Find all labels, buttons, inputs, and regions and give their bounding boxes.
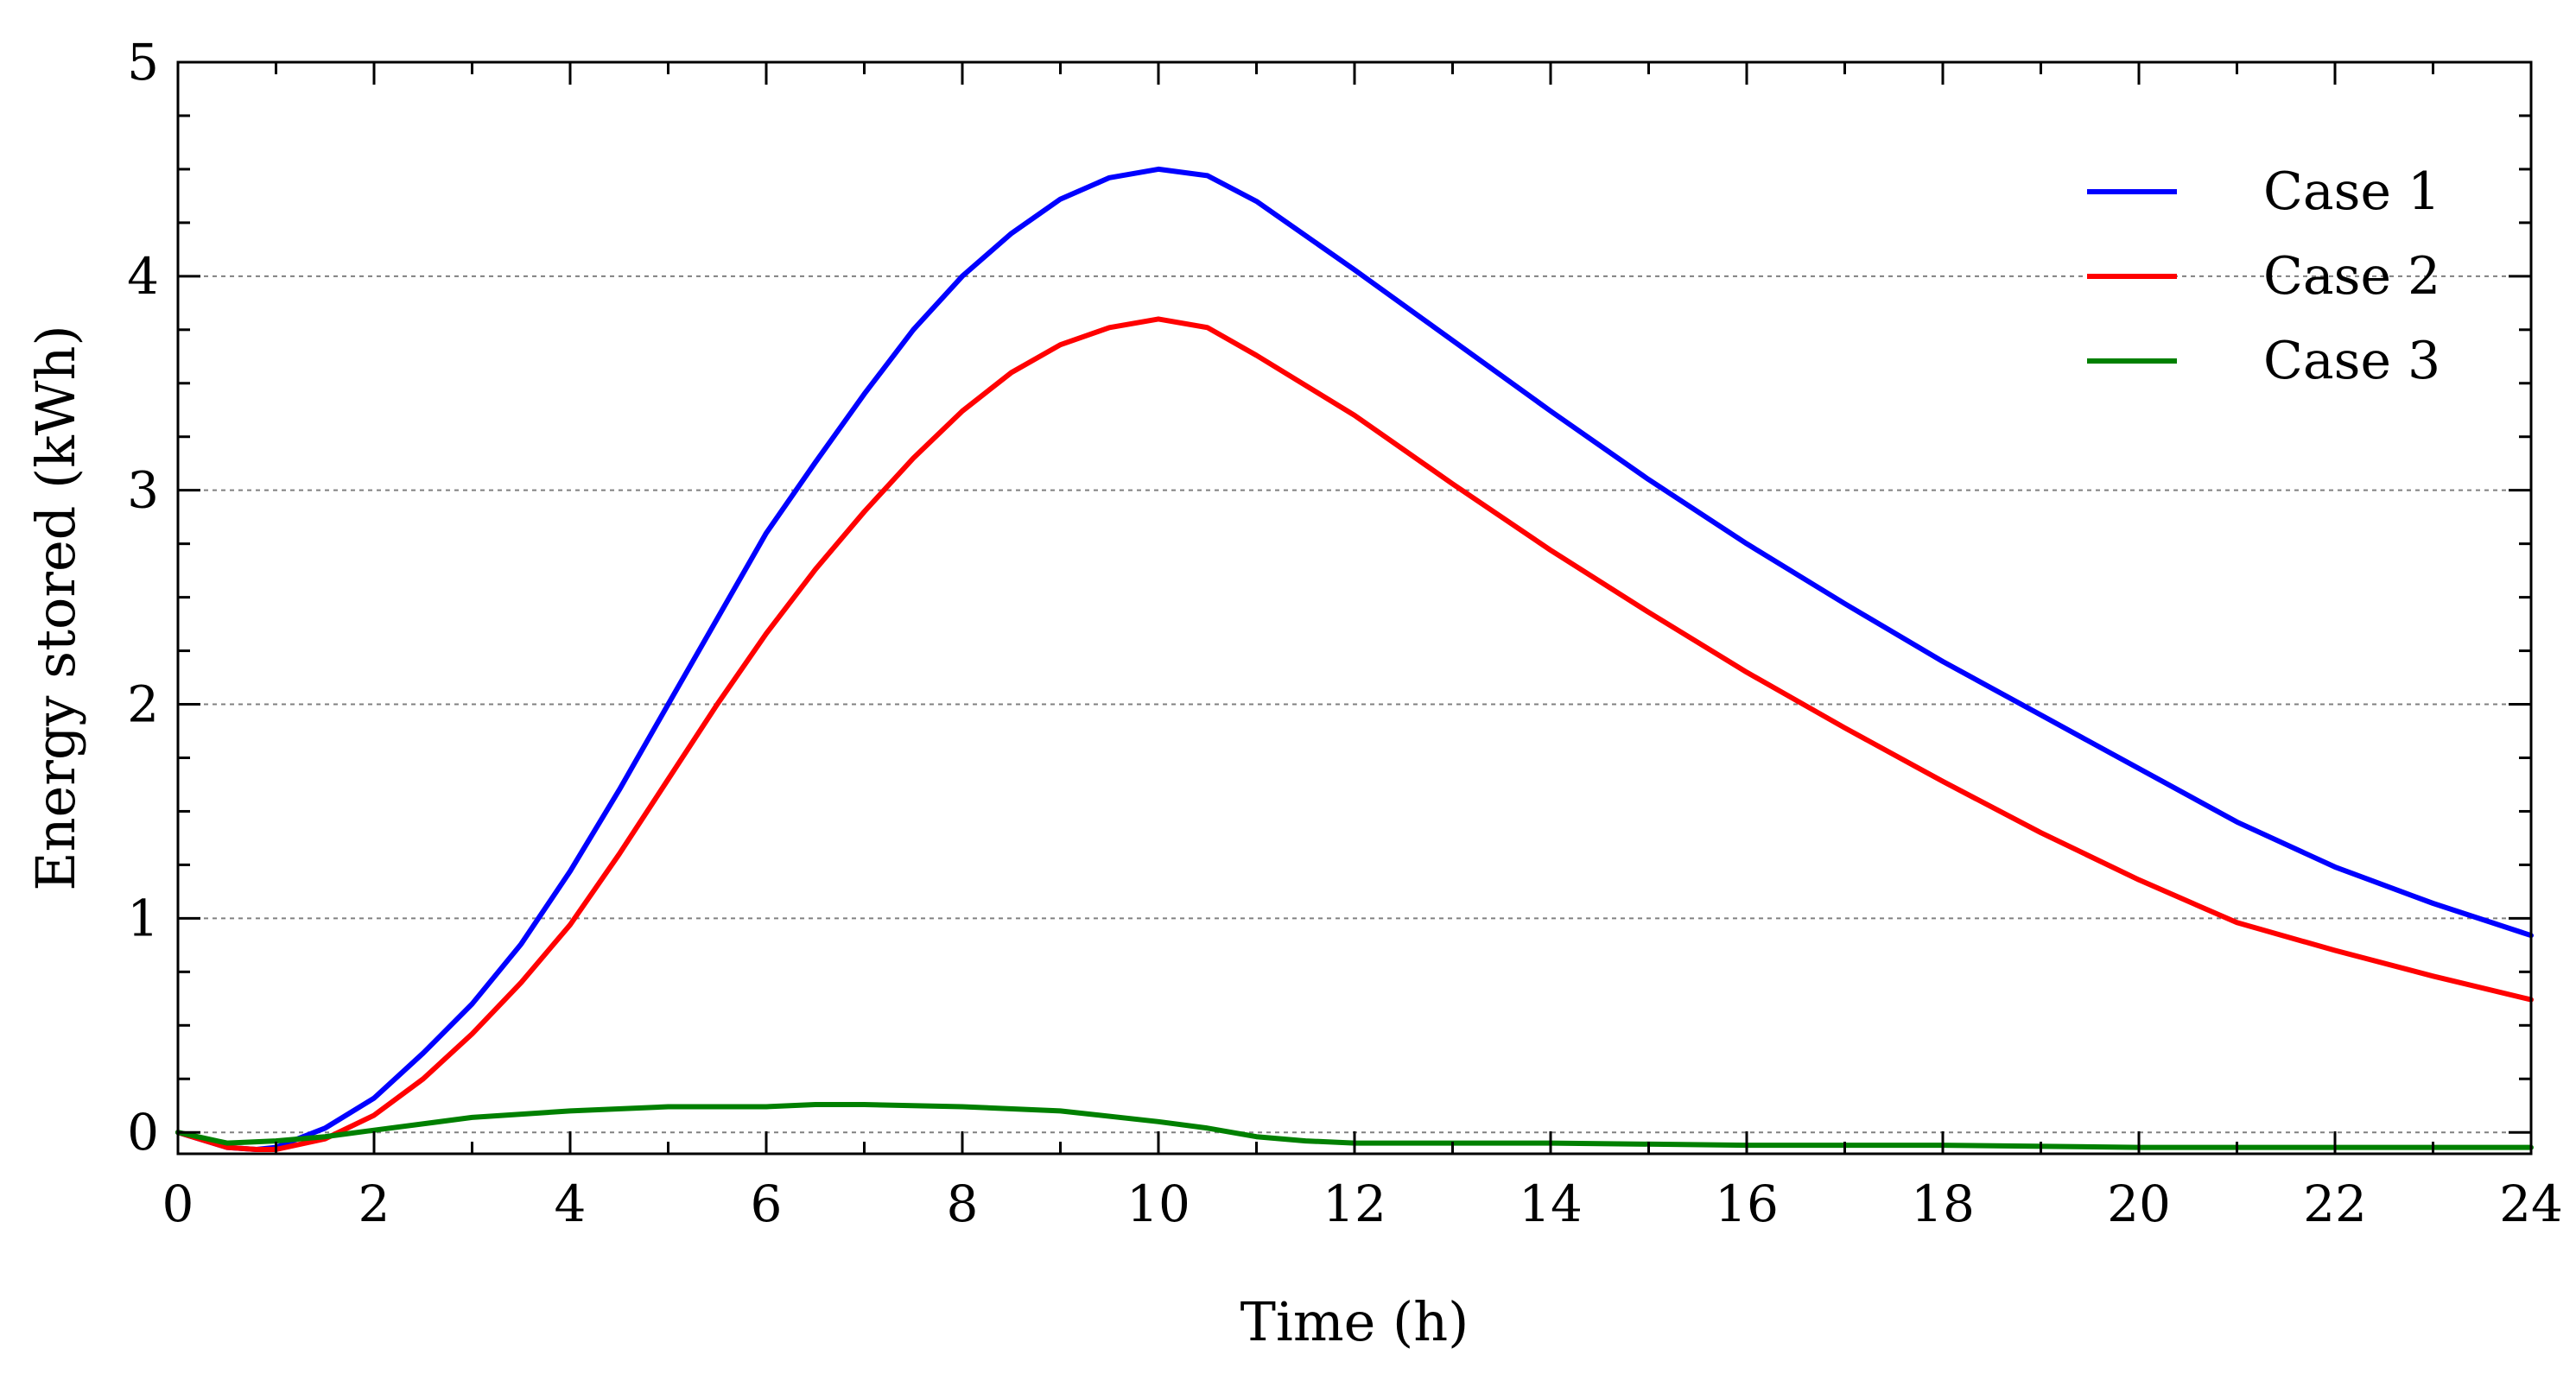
y-tick-label: 5 xyxy=(127,33,159,92)
legend-label-case-3: Case 3 xyxy=(2263,331,2440,391)
x-tick-label: 12 xyxy=(1323,1175,1386,1233)
y-tick-label: 3 xyxy=(127,461,159,520)
y-axis-label: Energy stored (kWh) xyxy=(24,325,87,890)
legend-label-case-2: Case 2 xyxy=(2263,246,2440,307)
x-tick-label: 24 xyxy=(2499,1175,2563,1233)
x-tick-label: 2 xyxy=(358,1175,390,1233)
x-tick-label: 10 xyxy=(1126,1175,1190,1233)
series-lines xyxy=(175,166,2534,1152)
axis-ticks xyxy=(176,60,2533,1154)
legend-label-case-1: Case 1 xyxy=(2263,161,2440,222)
series-line-case-3 xyxy=(175,1102,2534,1150)
y-tick-label: 2 xyxy=(127,675,159,734)
x-tick-label: 20 xyxy=(2107,1175,2171,1233)
x-tick-label: 16 xyxy=(1715,1175,1779,1233)
x-tick-label: 18 xyxy=(1911,1175,1975,1233)
x-tick-label: 0 xyxy=(162,1175,194,1233)
series-line-case-2 xyxy=(175,316,2534,1152)
y-tick-labels: 0 1 2 3 4 5 xyxy=(127,33,159,1162)
x-tick-label: 22 xyxy=(2303,1175,2367,1233)
series-line-case-1 xyxy=(175,166,2534,1152)
y-tick-label: 1 xyxy=(127,889,159,947)
y-tick-label: 0 xyxy=(127,1103,159,1162)
x-tick-label: 14 xyxy=(1519,1175,1583,1233)
x-axis-label: Time (h) xyxy=(1240,1290,1469,1353)
y-tick-label: 4 xyxy=(127,247,159,306)
x-tick-label: 4 xyxy=(555,1175,587,1233)
x-tick-label: 6 xyxy=(751,1175,783,1233)
x-tick-labels: 0 2 4 6 8 10 12 14 16 18 20 22 24 xyxy=(162,1175,2563,1233)
x-tick-label: 8 xyxy=(947,1175,979,1233)
legend: Case 1 Case 2 Case 3 xyxy=(2087,161,2440,391)
